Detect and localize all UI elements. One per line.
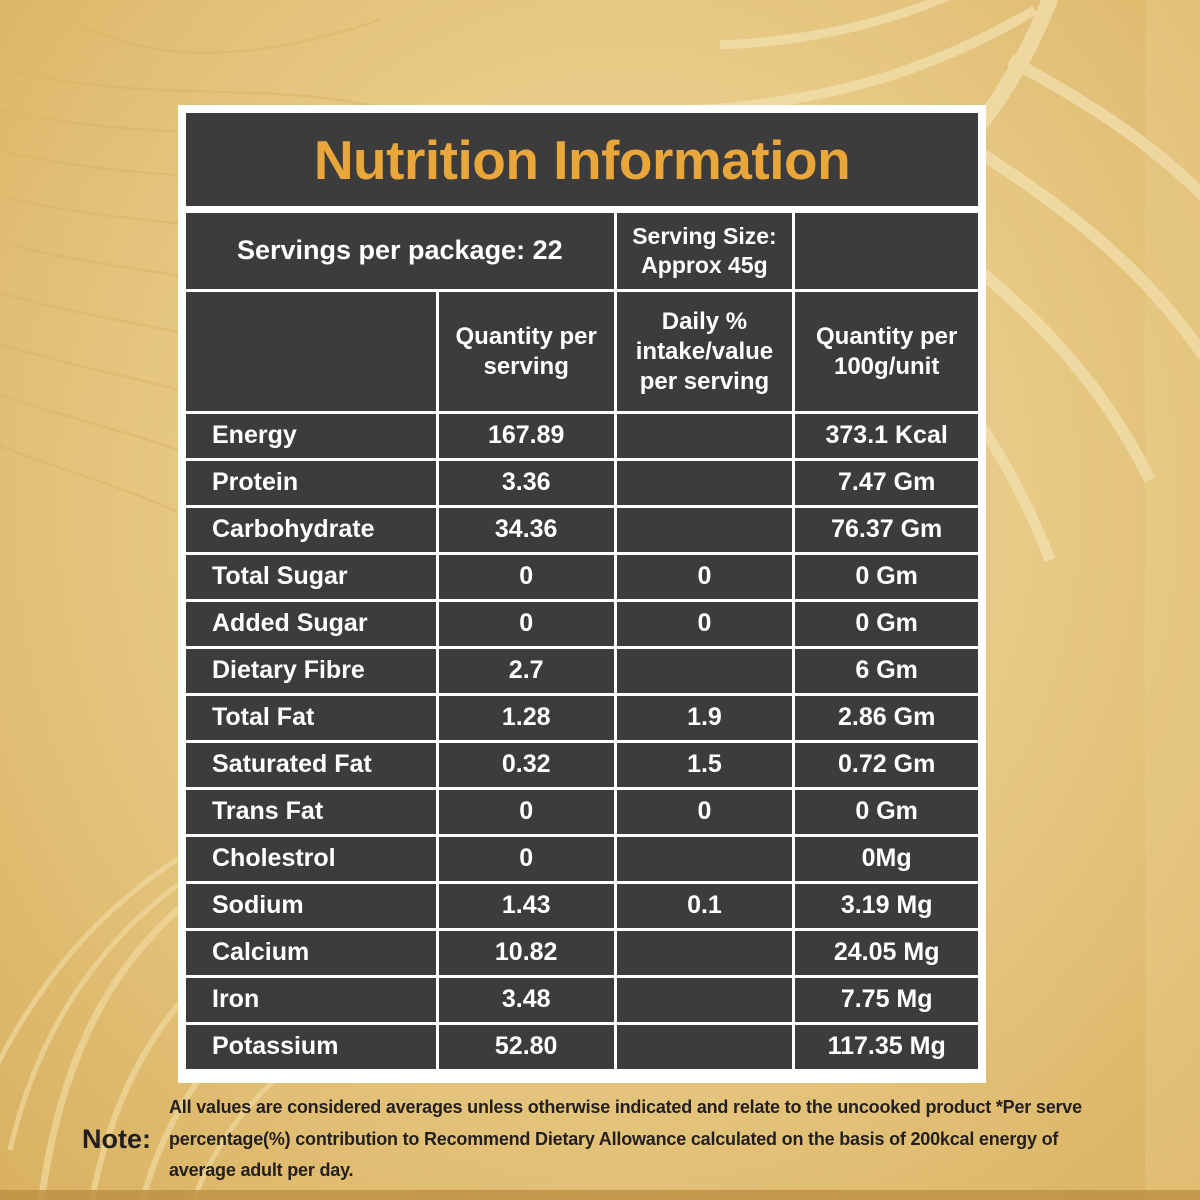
row-13-label: Potassium: [186, 1025, 436, 1069]
row-5-per-100g: 6 Gm: [795, 649, 978, 693]
row-6-label: Total Fat: [186, 696, 436, 740]
row-0-daily-pct: [616, 414, 793, 458]
row-11-daily-pct: [616, 931, 793, 975]
row-11-per-serving: 10.82: [438, 931, 614, 975]
row-4-label: Added Sugar: [186, 602, 436, 646]
page-title: Nutrition Information: [313, 128, 851, 191]
header-quantity-per-serving: Quantity per serving: [438, 292, 614, 411]
row-13-per-serving: 52.80: [438, 1025, 614, 1069]
row-3-per-serving: 0: [438, 555, 614, 599]
header-quantity-per-100g: Quantity per 100g/unit: [795, 292, 978, 411]
row-9-daily-pct: [616, 837, 793, 881]
row-12-label: Iron: [186, 978, 436, 1022]
row-4-daily-pct: 0: [616, 602, 793, 646]
row-8-label: Trans Fat: [186, 790, 436, 834]
row-3-label: Total Sugar: [186, 555, 436, 599]
row-12-per-100g: 7.75 Mg: [795, 978, 978, 1022]
row-10-label: Sodium: [186, 884, 436, 928]
row-5-daily-pct: [616, 649, 793, 693]
row-1-daily-pct: [616, 461, 793, 505]
row-7-daily-pct: 1.5: [616, 743, 793, 787]
row-1-per-100g: 7.47 Gm: [795, 461, 978, 505]
row-7-per-100g: 0.72 Gm: [795, 743, 978, 787]
bottom-border-strip: [0, 1190, 1200, 1200]
row-12-daily-pct: [616, 978, 793, 1022]
note-section: Note: All values are considered averages…: [82, 1092, 1092, 1187]
row-6-per-serving: 1.28: [438, 696, 614, 740]
row-2-per-100g: 76.37 Gm: [795, 508, 978, 552]
row-2-label: Carbohydrate: [186, 508, 436, 552]
serving-size-cell: Serving Size: Approx 45g: [616, 213, 793, 289]
meta-empty-cell: [795, 213, 978, 289]
row-7-label: Saturated Fat: [186, 743, 436, 787]
nutrition-table: Servings per package: 22 Serving Size: A…: [186, 213, 978, 1069]
row-10-daily-pct: 0.1: [616, 884, 793, 928]
row-11-label: Calcium: [186, 931, 436, 975]
servings-per-package-cell: Servings per package: 22: [186, 213, 614, 289]
row-8-per-100g: 0 Gm: [795, 790, 978, 834]
row-12-per-serving: 3.48: [438, 978, 614, 1022]
row-2-daily-pct: [616, 508, 793, 552]
row-13-daily-pct: [616, 1025, 793, 1069]
row-13-per-100g: 117.35 Mg: [795, 1025, 978, 1069]
row-11-per-100g: 24.05 Mg: [795, 931, 978, 975]
note-text: All values are considered averages unles…: [169, 1097, 1082, 1180]
row-6-per-100g: 2.86 Gm: [795, 696, 978, 740]
row-0-per-100g: 373.1 Kcal: [795, 414, 978, 458]
row-8-per-serving: 0: [438, 790, 614, 834]
row-5-per-serving: 2.7: [438, 649, 614, 693]
row-6-daily-pct: 1.9: [616, 696, 793, 740]
nutrition-title-block: Nutrition Information: [186, 113, 978, 206]
row-9-per-serving: 0: [438, 837, 614, 881]
row-0-per-serving: 167.89: [438, 414, 614, 458]
row-3-daily-pct: 0: [616, 555, 793, 599]
row-4-per-100g: 0 Gm: [795, 602, 978, 646]
header-item-cell: [186, 292, 436, 411]
row-2-per-serving: 34.36: [438, 508, 614, 552]
row-1-per-serving: 3.36: [438, 461, 614, 505]
header-daily-percent-intake: Daily % intake/value per serving: [616, 292, 793, 411]
row-9-label: Cholestrol: [186, 837, 436, 881]
row-5-label: Dietary Fibre: [186, 649, 436, 693]
row-10-per-100g: 3.19 Mg: [795, 884, 978, 928]
row-4-per-serving: 0: [438, 602, 614, 646]
row-10-per-serving: 1.43: [438, 884, 614, 928]
row-9-per-100g: 0Mg: [795, 837, 978, 881]
row-1-label: Protein: [186, 461, 436, 505]
row-3-per-100g: 0 Gm: [795, 555, 978, 599]
note-label: Note:: [82, 1123, 151, 1154]
row-8-daily-pct: 0: [616, 790, 793, 834]
row-0-label: Energy: [186, 414, 436, 458]
nutrition-label-panel: Nutrition Information Servings per packa…: [178, 105, 986, 1083]
row-7-per-serving: 0.32: [438, 743, 614, 787]
